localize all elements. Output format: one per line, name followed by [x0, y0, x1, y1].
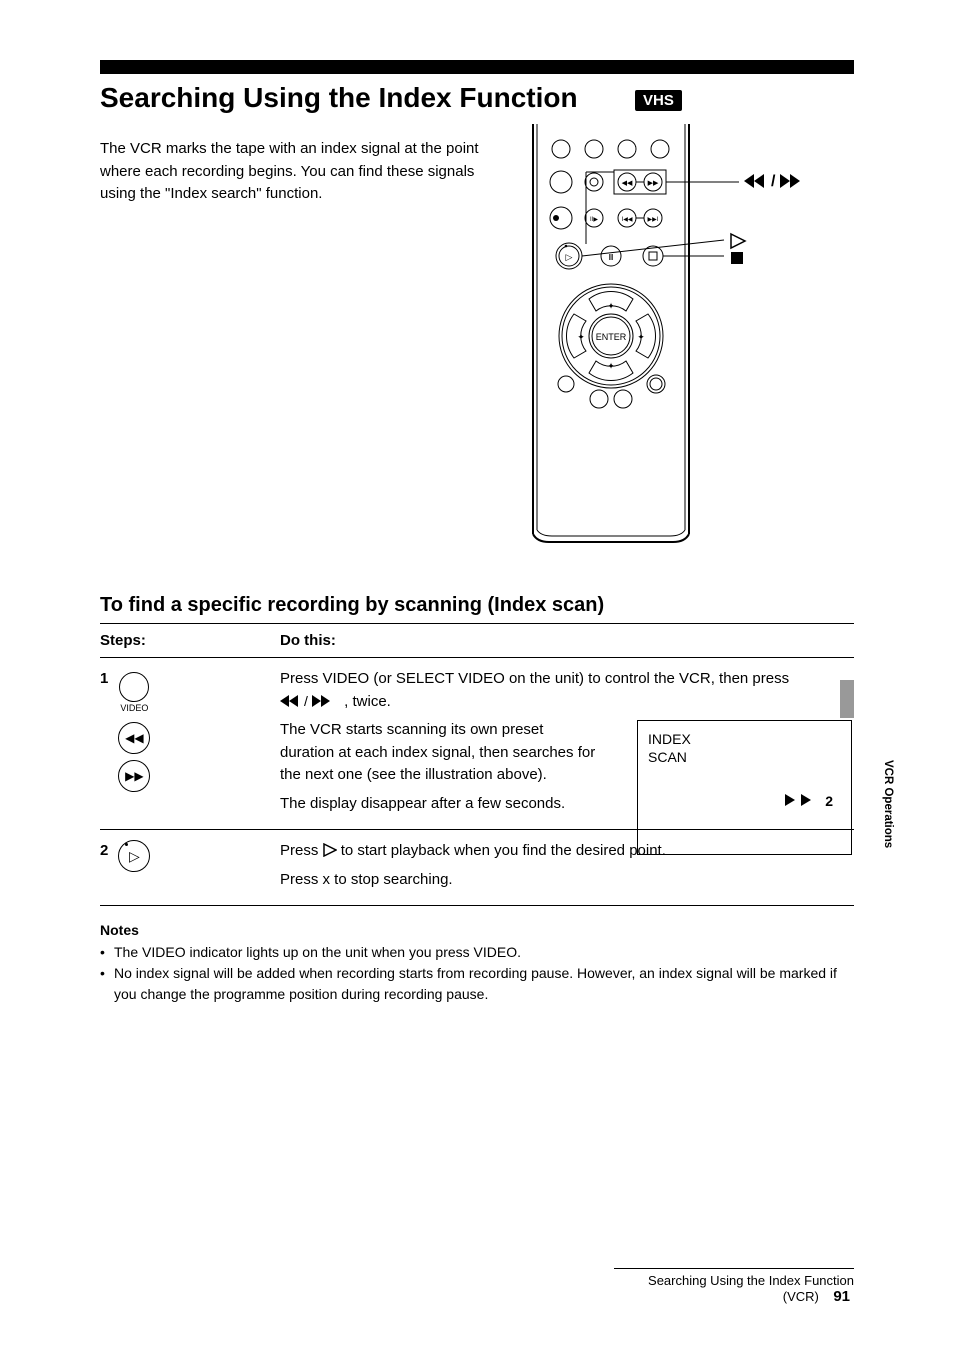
- header-rule: [100, 60, 854, 74]
- svg-text:✦: ✦: [607, 361, 615, 371]
- enter-label: ENTER: [596, 332, 627, 342]
- intro-row: The VCR marks the tape with an index sig…: [100, 124, 854, 554]
- page-edge-tab: [840, 680, 854, 718]
- table-header-steps: Steps:: [100, 624, 280, 658]
- callout-stop: [729, 250, 745, 268]
- step-1-cell: 1 VIDEO ◀◀ ▶▶: [100, 658, 280, 830]
- callout-play: [729, 232, 747, 252]
- svg-text:I◀◀: I◀◀: [622, 217, 633, 223]
- screen-arrow-row: 2: [648, 793, 841, 809]
- fast-forward-icon: ▶▶: [118, 760, 150, 792]
- step-number: 1: [100, 668, 108, 792]
- section-title: To find a specific recording by scanning…: [100, 594, 854, 617]
- tv-screen-box: INDEX SCAN 2: [637, 720, 852, 855]
- svg-text:✦: ✦: [577, 332, 585, 342]
- step-number: 2: [100, 840, 108, 863]
- play-button-icon: ▷: [118, 840, 150, 872]
- svg-text:II: II: [609, 253, 613, 262]
- list-item: •The VIDEO indicator lights up on the un…: [100, 942, 854, 963]
- rewind-icon: ◀◀: [118, 722, 150, 754]
- table-header-do-this: Do this:: [280, 624, 854, 658]
- list-item: •No index signal will be added when reco…: [100, 963, 854, 1005]
- step-1-icons: VIDEO ◀◀ ▶▶: [118, 672, 150, 792]
- page-number: 91: [833, 1288, 850, 1305]
- heading-row: Searching Using the Index Function: [100, 82, 854, 114]
- svg-text:◀◀: ◀◀: [622, 180, 633, 187]
- svg-text:▶▶: ▶▶: [648, 180, 659, 187]
- svg-text:/: /: [304, 694, 308, 708]
- page-footer: Searching Using the Index Function (VCR)…: [614, 1268, 854, 1305]
- rew-ff-icon: /: [280, 694, 340, 708]
- svg-text:II▶: II▶: [590, 217, 598, 223]
- spine-label: VCR Operations: [878, 760, 894, 848]
- callout-rew-ff: /: [744, 172, 814, 192]
- svg-text:/: /: [771, 173, 776, 190]
- step-2-cell: 2 ▷: [100, 830, 280, 906]
- video-button-icon: VIDEO: [119, 672, 149, 716]
- svg-text:▷: ▷: [566, 252, 573, 262]
- svg-text:▶▶I: ▶▶I: [648, 217, 659, 223]
- intro-paragraph: The VCR marks the tape with an index sig…: [100, 124, 484, 554]
- footer-section: Searching Using the Index Function (VCR): [648, 1273, 854, 1304]
- screen-line: SCAN: [648, 749, 841, 765]
- vhs-badge: VHS: [635, 90, 682, 111]
- page-title: Searching Using the Index Function: [100, 82, 578, 114]
- notes-list: •The VIDEO indicator lights up on the un…: [100, 942, 854, 1005]
- notes-heading: Notes: [100, 922, 854, 938]
- svg-text:✦: ✦: [637, 332, 645, 342]
- play-icon: [323, 843, 337, 857]
- screen-line: INDEX: [648, 731, 841, 747]
- screen-tail: 2: [825, 793, 833, 809]
- remote-illustration: ◀◀ ▶▶ II▶ I◀◀ ▶▶I ▷ II: [514, 124, 854, 554]
- svg-text:✦: ✦: [607, 301, 615, 311]
- screen-arrow: [785, 793, 815, 809]
